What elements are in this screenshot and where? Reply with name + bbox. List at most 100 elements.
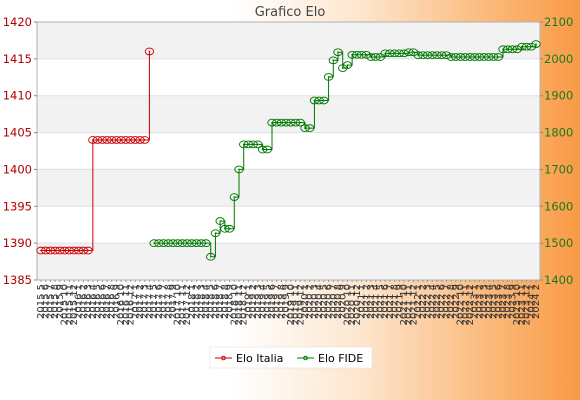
x-tick-label: 2015 8 — [50, 284, 61, 319]
y-left-tick-label: 1415 — [3, 52, 32, 66]
x-tick-label: 2022 9 — [451, 284, 462, 319]
x-tick-label: 2019 1 — [243, 284, 254, 319]
data-point-dot — [365, 54, 368, 56]
y-left-tick-label: 1400 — [3, 162, 32, 176]
x-tick-label: 2017 10 — [173, 284, 184, 325]
x-tick-label: 2023 5 — [489, 284, 500, 319]
data-point-dot — [332, 59, 335, 62]
x-tick-label: 2018 3 — [196, 284, 207, 319]
x-tick-label: 2019 12 — [295, 284, 306, 325]
legend: Elo Italia Elo FIDE — [209, 346, 373, 369]
y-left-tick-label: 1385 — [3, 273, 32, 287]
x-tick-label: 2021 3 — [366, 284, 377, 319]
x-tick-label: 2022 8 — [446, 284, 457, 319]
x-tick-label: 2022 4 — [427, 284, 438, 319]
data-point — [333, 48, 343, 57]
data-point — [262, 145, 272, 154]
x-tick-label: 2016 11 — [121, 284, 132, 325]
x-tick-label: 2018 6 — [210, 284, 221, 319]
data-point — [493, 53, 503, 61]
data-point — [229, 193, 239, 201]
x-tick-label: 2023 11 — [517, 284, 528, 325]
x-tick-label: 2016 6 — [97, 284, 108, 319]
x-tick-label: 2018 10 — [229, 284, 240, 325]
data-point-dot — [327, 76, 330, 78]
data-point — [526, 42, 536, 51]
data-point-dot — [497, 56, 500, 58]
x-tick-label: 2021 2 — [361, 284, 372, 319]
x-tick-label: 2016 9 — [111, 284, 122, 319]
data-point — [201, 239, 211, 247]
x-tick-label: 2019 9 — [281, 284, 292, 319]
x-tick-label: 2022 10 — [456, 284, 467, 325]
x-tick-label: 2016 3 — [83, 284, 94, 319]
y-right-tick-label: 1800 — [544, 126, 573, 140]
x-tick-label: 2023 12 — [522, 284, 533, 325]
y-right-tick-label: 2100 — [544, 15, 573, 29]
x-tick-label: 2020 7 — [328, 284, 339, 319]
x-tick-label: 2023 10 — [512, 284, 523, 325]
x-tick-label: 2020 10 — [342, 284, 353, 325]
x-tick-label: 2020 1 — [300, 284, 311, 319]
data-point — [441, 51, 452, 60]
x-tick-label: 2021 10 — [399, 284, 410, 325]
x-tick-label: 2022 12 — [465, 284, 476, 325]
data-point-dot — [323, 99, 325, 102]
data-point-dot — [299, 121, 302, 124]
x-tick-label: 2017 3 — [140, 284, 151, 319]
x-tick-label: 2020 3 — [309, 284, 320, 319]
data-point — [215, 217, 225, 225]
data-point-dot — [308, 127, 311, 129]
data-point-dot — [337, 51, 339, 54]
x-tick-label: 2020 12 — [352, 284, 363, 325]
x-tick-label: 2019 7 — [272, 284, 283, 319]
x-tick-label: 2022 11 — [460, 284, 471, 325]
x-tick-label: 2016 12 — [126, 284, 137, 325]
x-tick-label: 2022 2 — [418, 284, 429, 319]
y-axis-right: 1400 1500 1600 1700 1800 1900 2000 2100 — [540, 15, 573, 287]
x-tick-label: 2017 5 — [149, 284, 160, 319]
x-tick-label: 2018 1 — [187, 284, 198, 319]
data-point-dot — [257, 143, 259, 146]
data-point-dot — [214, 232, 217, 234]
series-elo-fide — [149, 40, 541, 261]
data-point — [224, 224, 235, 233]
data-point-dot — [205, 242, 207, 244]
x-tick-label: 2022 1 — [413, 284, 424, 319]
data-point — [295, 118, 305, 127]
data-point — [342, 61, 353, 69]
y-right-tick-label: 1900 — [544, 89, 573, 103]
data-point — [328, 56, 338, 65]
x-tick-label: 2024 2 — [531, 284, 542, 319]
x-tick-label: 2019 11 — [291, 284, 302, 325]
x-tick-label: 2015 5 — [36, 284, 47, 319]
x-tick-label: 2017 11 — [177, 284, 188, 325]
data-point — [210, 229, 221, 238]
x-tick-label: 2016 8 — [107, 284, 118, 319]
x-tick-label: 2020 11 — [347, 284, 358, 325]
x-tick-label: 2015 12 — [69, 284, 80, 325]
y-right-tick-label: 1600 — [544, 199, 573, 213]
x-tick-label: 2017 1 — [130, 284, 141, 319]
x-tick-label: 2024 1 — [526, 284, 537, 319]
x-tick-label: 2018 12 — [239, 284, 250, 325]
data-point — [319, 96, 329, 105]
x-tick-label: 2016 4 — [88, 284, 99, 319]
y-right-tick-label: 1700 — [544, 162, 573, 176]
y-left-tick-label: 1405 — [3, 126, 32, 140]
y-axis-left: 1385 1390 1395 1400 1405 1410 1415 1420 — [3, 15, 37, 287]
x-tick-label: 2016 10 — [116, 284, 127, 325]
x-tick-label: 2020 4 — [314, 284, 325, 319]
y-right-tick-label: 1400 — [544, 273, 573, 287]
x-tick-label: 2019 4 — [258, 284, 269, 319]
data-point-dot — [228, 227, 231, 230]
x-tick-label: 2021 1 — [357, 284, 368, 319]
x-tick-label: 2023 6 — [493, 284, 504, 319]
x-tick-label: 2023 7 — [498, 284, 509, 319]
x-tick-label: 2020 9 — [338, 284, 349, 319]
y-left-tick-label: 1410 — [3, 89, 32, 103]
x-tick-label: 2015 7 — [45, 284, 56, 319]
y-left-tick-label: 1395 — [3, 199, 32, 213]
x-tick-label: 2023 8 — [503, 284, 514, 319]
chart-title: Grafico Elo — [255, 5, 326, 20]
